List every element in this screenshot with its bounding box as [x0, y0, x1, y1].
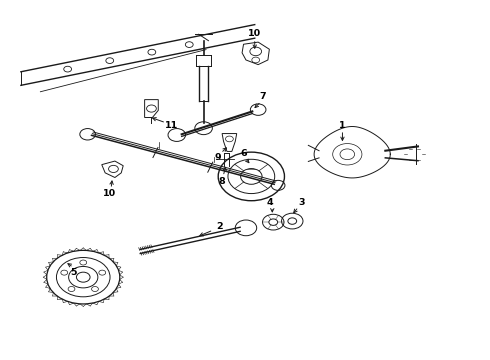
- Text: 3: 3: [299, 198, 305, 207]
- Text: 6: 6: [240, 149, 247, 158]
- Text: 2: 2: [216, 222, 222, 231]
- Text: 11: 11: [165, 121, 178, 130]
- Text: 9: 9: [215, 153, 221, 162]
- Text: 10: 10: [103, 189, 116, 198]
- Text: 10: 10: [248, 29, 261, 38]
- Text: 7: 7: [259, 92, 266, 101]
- Text: 1: 1: [339, 121, 346, 130]
- Text: 8: 8: [218, 176, 225, 185]
- Text: 5: 5: [70, 268, 77, 277]
- Text: 4: 4: [267, 198, 273, 207]
